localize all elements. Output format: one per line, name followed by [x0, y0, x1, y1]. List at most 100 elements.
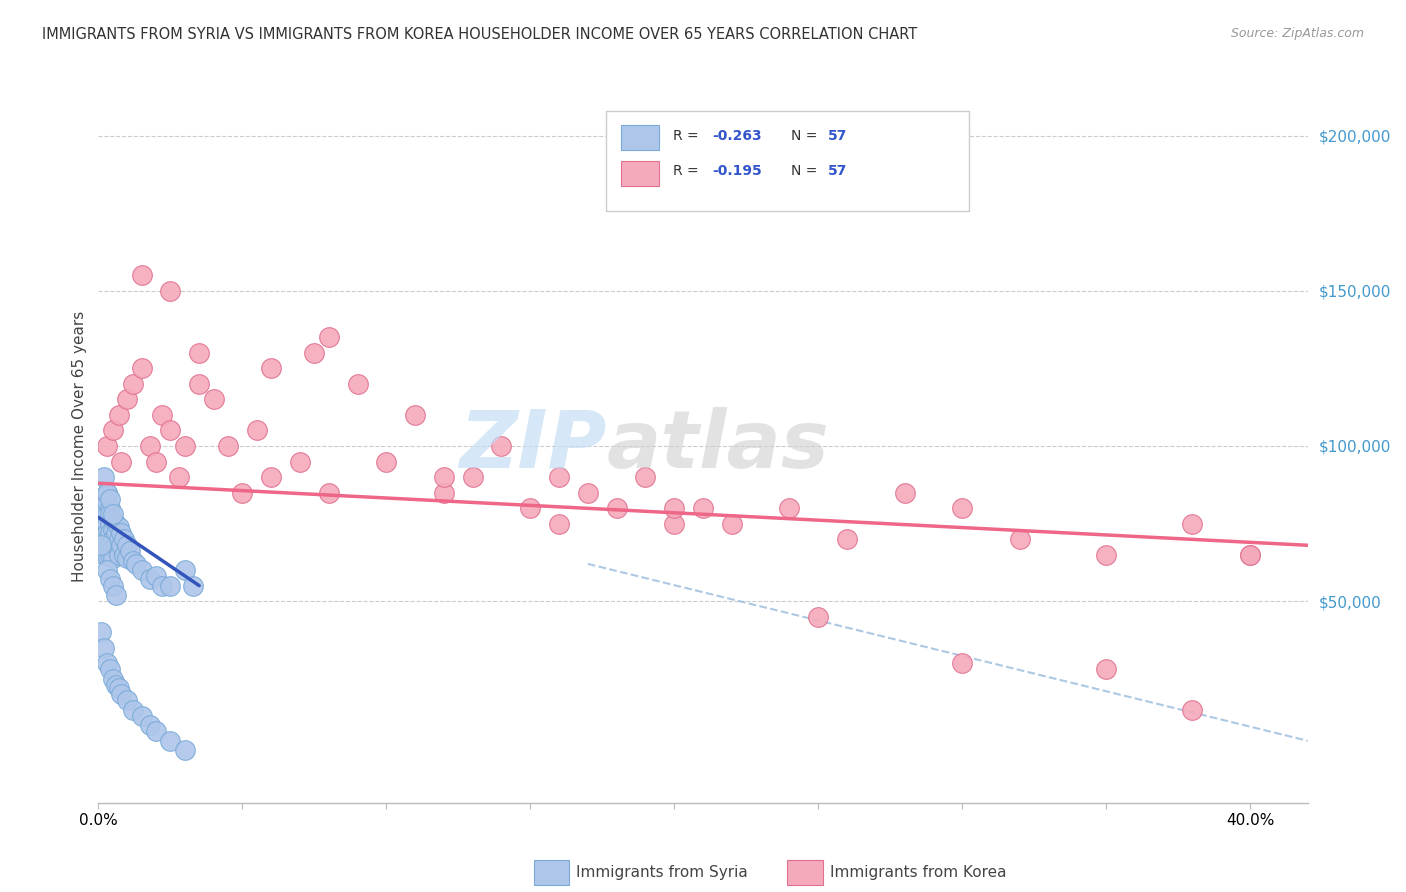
Point [150, 579, 173, 593]
Point [576, 485, 599, 500]
Point [93, 508, 115, 522]
Point [145, 724, 167, 739]
Point [167, 470, 190, 484]
Point [231, 485, 253, 500]
Point [304, 346, 326, 360]
Point [107, 519, 129, 533]
Point [145, 454, 167, 468]
Point [93, 532, 115, 546]
Point [110, 454, 132, 468]
Text: R =: R = [673, 128, 703, 143]
Point [606, 501, 628, 516]
Point [375, 454, 398, 468]
Point [548, 470, 571, 484]
Point [461, 470, 484, 484]
Point [807, 609, 830, 624]
Point [107, 681, 129, 695]
Point [96, 439, 118, 453]
Point [835, 532, 858, 546]
Point [1095, 548, 1118, 562]
Point [104, 525, 127, 540]
Point [110, 525, 132, 540]
Point [288, 454, 311, 468]
Point [98, 525, 121, 540]
Point [96, 485, 118, 500]
Point [145, 569, 167, 583]
Point [950, 656, 973, 670]
Point [98, 662, 121, 676]
Point [519, 501, 541, 516]
Point [120, 544, 142, 558]
Point [96, 495, 118, 509]
Point [131, 361, 153, 376]
Point [96, 516, 118, 531]
Point [433, 470, 456, 484]
Point [260, 470, 283, 484]
Point [778, 501, 800, 516]
Point [260, 361, 283, 376]
Text: -0.195: -0.195 [713, 164, 762, 178]
Point [159, 284, 181, 298]
Point [202, 392, 225, 407]
Point [433, 485, 456, 500]
Text: 57: 57 [828, 164, 846, 178]
Point [101, 513, 124, 527]
Text: N =: N = [792, 128, 823, 143]
Text: Immigrants from Syria: Immigrants from Syria [576, 865, 748, 880]
Point [491, 439, 513, 453]
Y-axis label: Householder Income Over 65 years: Householder Income Over 65 years [72, 310, 87, 582]
Point [96, 508, 118, 522]
Point [98, 501, 121, 516]
Point [634, 470, 657, 484]
Point [122, 703, 145, 717]
Point [664, 501, 686, 516]
Point [107, 548, 129, 562]
Point [159, 733, 181, 747]
Point [1181, 516, 1204, 531]
Point [104, 678, 127, 692]
Point [318, 485, 340, 500]
Point [101, 579, 124, 593]
Point [131, 563, 153, 577]
Point [115, 392, 138, 407]
Point [1095, 662, 1118, 676]
Point [90, 525, 112, 540]
Point [101, 508, 124, 522]
Point [173, 743, 195, 757]
Point [139, 439, 162, 453]
Point [90, 538, 112, 552]
Point [404, 408, 426, 422]
Point [115, 538, 138, 552]
Point [150, 408, 173, 422]
Text: 57: 57 [828, 128, 846, 143]
Point [96, 485, 118, 500]
Point [101, 532, 124, 546]
Text: N =: N = [792, 164, 823, 178]
Point [96, 563, 118, 577]
Point [98, 516, 121, 531]
Point [664, 516, 686, 531]
Point [93, 640, 115, 655]
Point [101, 541, 124, 556]
Text: ZIP: ZIP [458, 407, 606, 485]
Text: -0.263: -0.263 [713, 128, 762, 143]
Point [112, 548, 135, 562]
Point [93, 470, 115, 484]
Point [98, 573, 121, 587]
Point [159, 424, 181, 438]
Point [893, 485, 915, 500]
Point [122, 554, 145, 568]
Point [101, 672, 124, 686]
Point [101, 550, 124, 565]
Point [107, 532, 129, 546]
Point [346, 376, 368, 391]
Text: R =: R = [673, 164, 703, 178]
Text: atlas: atlas [606, 407, 830, 485]
Point [90, 625, 112, 640]
Point [188, 376, 211, 391]
Point [96, 532, 118, 546]
Point [90, 516, 112, 531]
Point [107, 408, 129, 422]
Point [115, 550, 138, 565]
Point [217, 439, 239, 453]
